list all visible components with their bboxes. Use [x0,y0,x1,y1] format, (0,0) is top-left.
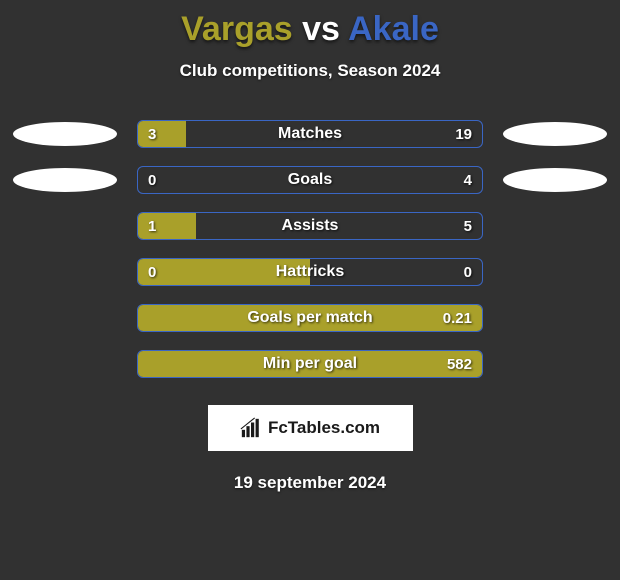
stats-area: Matches319Goals04Assists15Hattricks00Goa… [0,111,620,387]
stat-bar-fill [138,351,482,377]
right-ellipse-slot [500,168,610,192]
stat-row: Min per goal582 [0,341,620,387]
left-ellipse-slot [10,168,120,192]
brand-logo-icon [240,417,262,439]
vs-text: vs [302,10,340,48]
stat-bar: Hattricks00 [137,258,483,286]
stat-bar: Assists15 [137,212,483,240]
player-right-name: Akale [348,10,439,48]
stat-bar-fill [138,213,196,239]
stat-row: Goals0 4 [0,157,620,203]
stat-bar-fill [138,305,482,331]
left-ellipse-slot [10,352,120,376]
player-right-marker-icon [503,168,607,192]
subtitle: Club competitions, Season 2024 [0,61,620,81]
right-ellipse-slot [500,214,610,238]
stat-label: Matches [138,125,482,143]
stat-row: Matches319 [0,111,620,157]
stat-value-right: 4 [464,167,472,193]
player-left-marker-icon [13,168,117,192]
stat-bar: Matches319 [137,120,483,148]
stat-value-left: 0 [148,167,156,193]
brand-box[interactable]: FcTables.com [208,405,413,451]
stat-value-right: 19 [455,121,472,147]
footer-date: 19 september 2024 [0,473,620,493]
right-ellipse-slot [500,306,610,330]
stat-value-right: 0 [464,259,472,285]
stat-label: Goals [138,171,482,189]
left-ellipse-slot [10,306,120,330]
stat-row: Hattricks00 [0,249,620,295]
stat-row: Assists15 [0,203,620,249]
left-ellipse-slot [10,214,120,238]
stat-value-right: 5 [464,213,472,239]
brand-text: FcTables.com [268,418,380,438]
right-ellipse-slot [500,260,610,284]
player-right-marker-icon [503,122,607,146]
stat-bar-fill [138,121,186,147]
right-ellipse-slot [500,122,610,146]
player-left-marker-icon [13,122,117,146]
stat-bar: Goals per match0.21 [137,304,483,332]
player-left-name: Vargas [181,10,293,48]
stat-bar: Goals0 4 [137,166,483,194]
stat-row: Goals per match0.21 [0,295,620,341]
stat-bar-fill [138,259,310,285]
left-ellipse-slot [10,122,120,146]
right-ellipse-slot [500,352,610,376]
left-ellipse-slot [10,260,120,284]
stat-bar: Min per goal582 [137,350,483,378]
page-title: Vargas vs Akale [0,0,620,49]
